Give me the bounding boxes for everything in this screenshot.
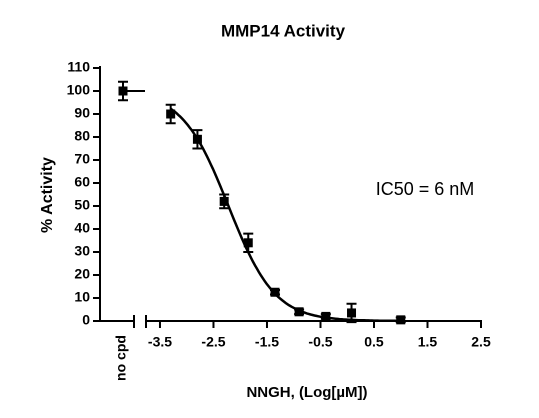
y-tick-label: 60 xyxy=(74,174,90,190)
point xyxy=(321,311,331,321)
y-tick-label: 110 xyxy=(67,59,90,75)
chart-title: MMP14 Activity xyxy=(221,21,346,40)
y-tick-label: 10 xyxy=(74,289,90,305)
y-tick-label: 90 xyxy=(74,105,90,121)
y-tick-label: 30 xyxy=(74,243,90,259)
control-label: no cpd xyxy=(113,335,129,381)
point xyxy=(270,287,280,297)
x-axis-label: NNGH, (Log[µM]) xyxy=(246,384,367,401)
y-tick-label: 40 xyxy=(74,220,90,236)
y-tick-label: 50 xyxy=(74,197,90,213)
x-tick-label: -3.5 xyxy=(148,334,172,350)
annotation: IC50 = 6 nM xyxy=(376,179,475,199)
y-tick-label: 70 xyxy=(74,151,90,167)
x-tick-label: 1.5 xyxy=(418,334,438,350)
y-tick-label: 20 xyxy=(74,266,90,282)
y-tick-label: 0 xyxy=(82,312,90,328)
point xyxy=(192,134,202,144)
point xyxy=(219,196,229,206)
point xyxy=(347,308,357,318)
y-tick-label: 80 xyxy=(74,128,90,144)
x-tick-label: -0.5 xyxy=(308,334,332,350)
y-axis-label: % Activity xyxy=(39,157,56,233)
x-tick-label: -2.5 xyxy=(201,334,225,350)
point xyxy=(243,238,253,248)
fit-curve xyxy=(169,107,401,323)
y-tick-label: 100 xyxy=(67,82,91,98)
point xyxy=(166,109,176,119)
point xyxy=(396,315,406,325)
x-tick-label: 2.5 xyxy=(471,334,491,350)
point xyxy=(294,307,304,317)
x-tick-label: 0.5 xyxy=(364,334,384,350)
x-tick-label: -1.5 xyxy=(255,334,279,350)
